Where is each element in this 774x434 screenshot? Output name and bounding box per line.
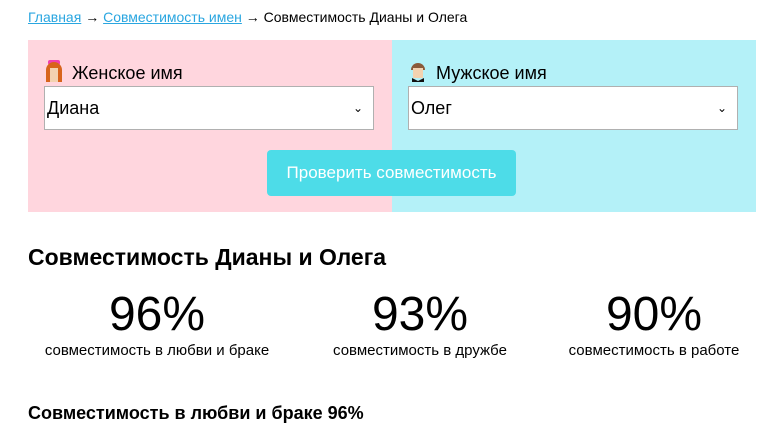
chevron-down-icon: ⌄ [352,101,363,115]
male-label: Мужское имя [436,63,547,83]
stat-value: 96% [108,288,206,341]
friendship-stat: 93% совместимость в дружбе [290,288,550,359]
result-title: Совместимость Дианы и Олега [28,244,387,270]
male-name-value: Олег [411,97,452,118]
breadcrumb: Главная → Совместимость имен → Совместим… [28,9,467,25]
love-stat: 96% совместимость в любви и браке [27,288,287,359]
breadcrumb-section-link[interactable]: Совместимость имен [103,9,242,25]
love-section-title: Совместимость в любви и браке 96% [28,403,364,423]
chevron-down-icon: ⌄ [716,101,727,115]
breadcrumb-separator: → [85,9,100,25]
stat-value: 90% [605,288,703,341]
female-name-value: Диана [47,97,100,118]
check-compatibility-button[interactable]: Проверить совместимость [267,150,516,196]
girl-icon [44,60,64,87]
name-form: Женское имя Диана ⌄ Мужское имя Олег ⌄ Про… [28,40,756,212]
stat-label: совместимость в работе [568,342,740,359]
male-name-select[interactable]: Олег ⌄ [408,86,738,130]
boy-icon [408,60,428,87]
breadcrumb-home-link[interactable]: Главная [28,9,82,25]
work-stat: 90% совместимость в работе [524,288,774,359]
stat-label: совместимость в дружбе [333,342,507,359]
stat-label: совместимость в любви и браке [44,342,270,359]
female-name-select[interactable]: Диана ⌄ [44,86,374,130]
stat-value: 93% [371,288,469,341]
female-label: Женское имя [72,63,183,83]
female-panel: Женское имя Диана ⌄ [28,40,392,212]
breadcrumb-separator: → [245,9,260,25]
breadcrumb-current: Совместимость Дианы и Олега [263,9,468,25]
